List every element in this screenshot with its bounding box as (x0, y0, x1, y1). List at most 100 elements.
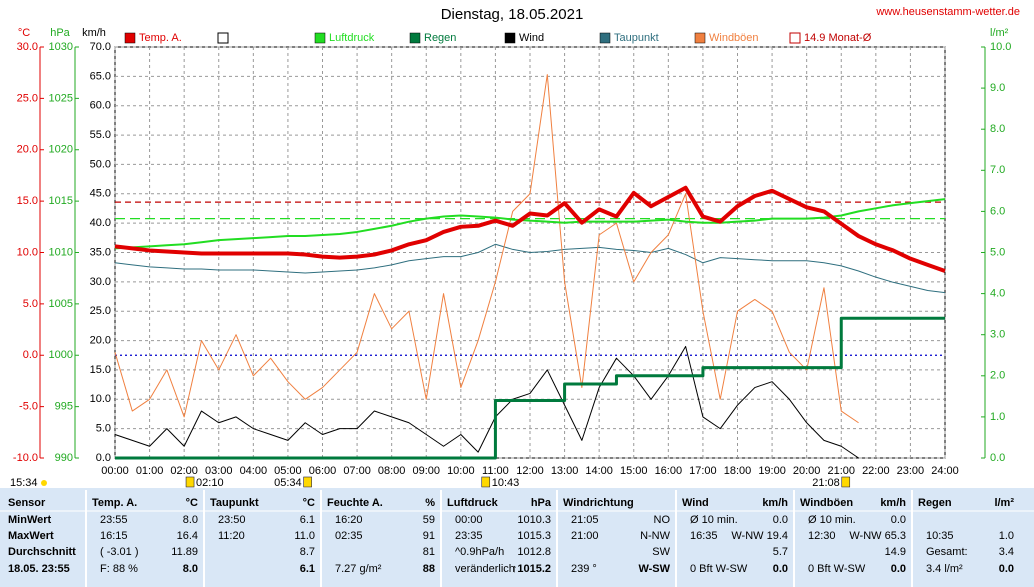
y-tick-label-rain: 9.0 (990, 82, 1005, 94)
x-tick-label: 02:00 (170, 465, 198, 477)
table-cell: 88 (423, 563, 435, 575)
legend-label: Regen (424, 32, 456, 44)
table-unit: °C (303, 497, 315, 509)
axis-title-celsius: °C (18, 27, 30, 39)
y-tick-label-kmh: 55.0 (90, 129, 111, 141)
x-tick-label: 05:00 (274, 465, 302, 477)
legend-blank-box (217, 32, 229, 44)
table-cell: 0 Bft W-SW (690, 563, 748, 575)
annotation-icon (185, 476, 195, 488)
y-tick-label-rain: 5.0 (990, 246, 1005, 258)
annotation-icon (303, 476, 312, 488)
legend-label: Wind (519, 32, 544, 44)
table-cell: veränderlich (455, 563, 515, 575)
table-cell: Gesamt: (926, 546, 968, 558)
table-row-label: MaxWert (8, 530, 54, 542)
x-tick-label: 07:00 (343, 465, 371, 477)
y-tick-label-celsius: 15.0 (17, 195, 38, 207)
legend-swatch (124, 32, 136, 44)
annotation: 10:43 (492, 477, 520, 489)
table-unit: km/h (880, 497, 906, 509)
y-tick-label-rain: 0.0 (990, 452, 1005, 464)
y-tick-label-kmh: 70.0 (90, 41, 111, 53)
table-cell: 1.0 (999, 530, 1014, 542)
annotation: 02:10 (196, 477, 224, 489)
table-cell: 239 ° (571, 563, 597, 575)
chart-title: Dienstag, 18.05.2021 (441, 6, 584, 23)
table-cell: 23:35 (455, 530, 483, 542)
table-cell: 3.4 (999, 546, 1014, 558)
table-cell: 11:20 (218, 530, 245, 542)
axis-title-hpa: hPa (50, 27, 70, 39)
table-cell: N-NW (640, 530, 671, 542)
x-tick-label: 13:00 (551, 465, 579, 477)
series-line (114, 74, 859, 424)
table-cell: ↑1015.2 (512, 563, 551, 575)
x-tick-label: 20:00 (793, 465, 821, 477)
annotation: 05:34 (274, 477, 302, 489)
table-cell: NO (654, 514, 671, 526)
table-cell: 91 (423, 530, 435, 542)
table-cell: 23:50 (218, 514, 246, 526)
y-tick-label-celsius: 20.0 (17, 144, 38, 156)
table-row-label: MinWert (8, 514, 52, 526)
table-header: Windrichtung (563, 497, 634, 509)
table-cell: ( -3.01 ) (100, 546, 139, 558)
table-cell: 16.4 (177, 530, 198, 542)
table-cell: 3.4 l/m² (926, 563, 963, 575)
series-line (114, 185, 946, 273)
table-cell: 02:35 (335, 530, 363, 542)
table-row-label: 18.05. 23:55 (8, 563, 70, 575)
y-tick-label-hpa: 1015 (49, 195, 73, 207)
table-cell: 21:05 (571, 514, 599, 526)
table-header: Windböen (800, 497, 853, 509)
x-tick-label: 15:00 (620, 465, 648, 477)
x-tick-label: 11:00 (482, 465, 509, 477)
y-tick-label-kmh: 65.0 (90, 70, 111, 82)
x-tick-label: 03:00 (205, 465, 233, 477)
y-tick-label-rain: 7.0 (990, 164, 1005, 176)
table-cell: Ø 10 min. (690, 514, 738, 526)
annotation-icon (481, 476, 491, 488)
y-tick-label-kmh: 25.0 (90, 305, 111, 317)
table-header: Taupunkt (210, 497, 259, 509)
table-cell: 0.0 (891, 563, 906, 575)
x-tick-label: 23:00 (897, 465, 925, 477)
table-cell: 8.7 (300, 546, 315, 558)
legend-label: Windböen (709, 32, 759, 44)
x-tick-label: 24:00 (931, 465, 959, 477)
table-cell: 16:15 (100, 530, 128, 542)
table-header: Feuchte A. (327, 497, 383, 509)
y-tick-label-rain: 3.0 (990, 329, 1005, 341)
legend-swatch (409, 32, 421, 44)
x-tick-label: 00:00 (101, 465, 129, 477)
y-tick-label-celsius: 5.0 (23, 298, 38, 310)
table-cell: 12:30 (808, 530, 836, 542)
table-cell: 8.0 (183, 563, 198, 575)
x-tick-label: 22:00 (862, 465, 890, 477)
legend-label: Temp. A. (139, 32, 182, 44)
y-tick-label-celsius: 0.0 (23, 349, 38, 361)
y-tick-label-hpa: 990 (55, 452, 73, 464)
table-cell: 0 Bft W-SW (808, 563, 866, 575)
table-cell: 59 (423, 514, 435, 526)
y-tick-label-hpa: 1005 (49, 298, 73, 310)
x-tick-label: 04:00 (240, 465, 268, 477)
table-cell: F: 88 % (100, 563, 138, 575)
table-cell: 23:55 (100, 514, 128, 526)
x-tick-label: 12:00 (516, 465, 544, 477)
table-cell: 0.0 (773, 563, 788, 575)
x-tick-label: 18:00 (724, 465, 752, 477)
legend-label: 14.9 Monat-Ø (804, 32, 872, 44)
legend-swatch (694, 32, 706, 44)
y-tick-label-hpa: 995 (55, 401, 73, 413)
legend-label: Luftdruck (329, 32, 375, 44)
table-cell: 0.0 (773, 514, 788, 526)
legend-swatch (504, 32, 516, 44)
y-tick-label-rain: 10.0 (990, 41, 1011, 53)
annotation-icon (841, 476, 851, 488)
y-tick-label-kmh: 20.0 (90, 334, 111, 346)
table-unit: % (425, 497, 435, 509)
table-cell: 7.27 g/m² (335, 563, 382, 575)
y-tick-label-kmh: 0.0 (96, 452, 111, 464)
